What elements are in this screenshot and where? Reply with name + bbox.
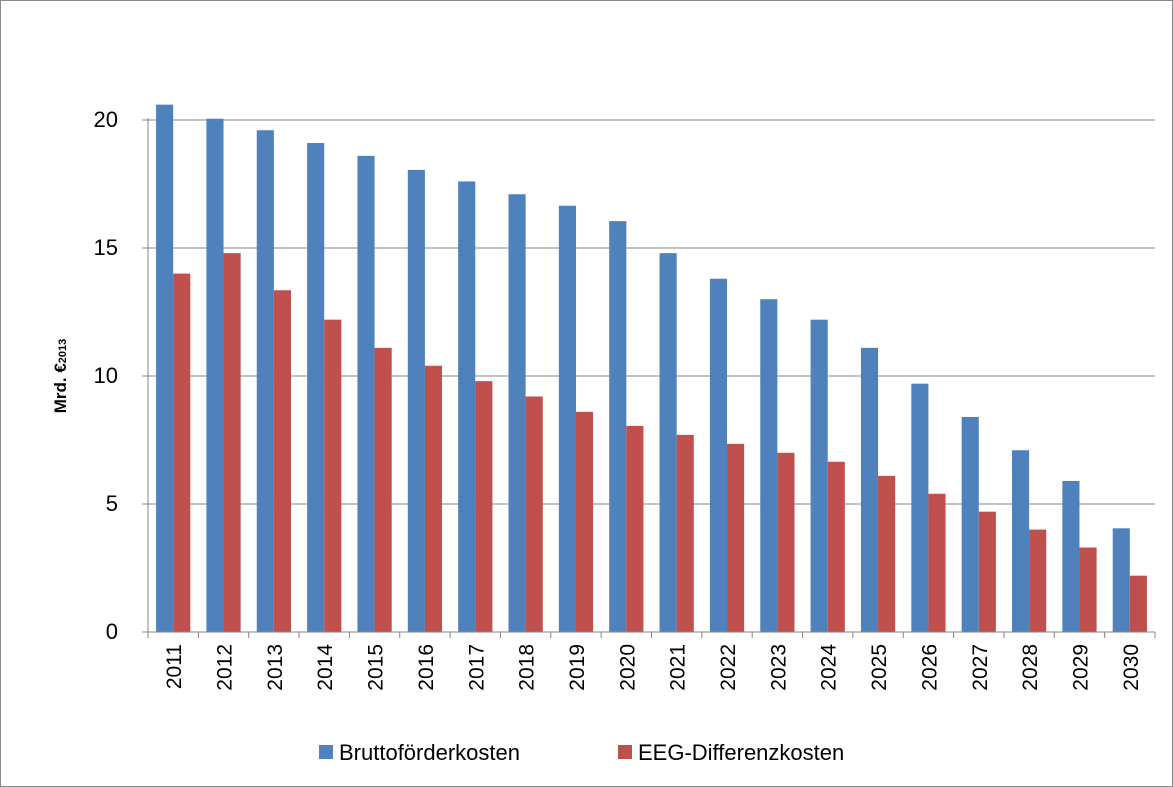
x-tick-label: 2012 — [214, 644, 237, 691]
x-tick-label: 2011 — [163, 644, 186, 689]
bar — [1062, 480, 1080, 632]
y-label-subscript: 2013 — [57, 339, 69, 363]
y-tick-label: 20 — [94, 107, 118, 132]
bar — [1112, 528, 1130, 632]
y-tick-label: 15 — [94, 235, 118, 260]
y-tick-label: 10 — [94, 363, 118, 388]
bar — [357, 155, 375, 632]
bar — [727, 443, 745, 632]
bar — [810, 319, 828, 632]
x-tick-label: 2021 — [667, 644, 690, 691]
bar — [878, 475, 896, 632]
bar — [961, 416, 979, 632]
x-tick-label: 2019 — [566, 644, 589, 691]
bar — [928, 493, 946, 632]
bar — [508, 194, 526, 633]
bar — [860, 347, 879, 632]
x-tick-label: 2017 — [465, 644, 488, 691]
bar — [1029, 529, 1047, 632]
bar — [156, 104, 174, 632]
bar — [206, 118, 224, 633]
x-tick-label: 2024 — [818, 644, 841, 691]
bar — [424, 365, 443, 632]
x-tick-label: 2018 — [516, 644, 539, 691]
bar — [777, 452, 795, 632]
bar — [676, 434, 694, 632]
bar — [458, 181, 476, 632]
x-tick-label: 2014 — [314, 644, 337, 691]
bar — [659, 253, 677, 632]
bar — [173, 273, 191, 632]
legend-label: EEG-Differenzkosten — [638, 740, 844, 765]
x-tick-label: 2025 — [868, 644, 891, 691]
bar — [760, 299, 778, 632]
bar — [1129, 575, 1147, 632]
bar — [626, 425, 644, 632]
x-tick-label: 2020 — [616, 644, 639, 691]
y-axis-label: Mrd. €2013 — [51, 339, 70, 414]
bar — [256, 130, 274, 633]
y-tick-label: 0 — [106, 619, 118, 644]
x-tick-label: 2015 — [365, 644, 388, 691]
x-tick-label: 2026 — [918, 644, 941, 691]
y-tick-label: 5 — [106, 491, 118, 516]
x-tick-label: 2028 — [1019, 644, 1042, 691]
legend-label: Bruttoförderkosten — [339, 740, 520, 765]
bar — [609, 221, 627, 632]
x-tick-label: 2023 — [767, 644, 790, 691]
bar — [525, 396, 543, 632]
x-tick-label: 2029 — [1069, 644, 1092, 691]
bar — [709, 278, 728, 632]
bar — [978, 511, 996, 632]
legend-swatch — [319, 745, 333, 759]
bar — [223, 253, 241, 632]
bar — [273, 290, 291, 632]
x-tick-label: 2030 — [1120, 644, 1143, 691]
x-tick-label: 2013 — [264, 644, 287, 691]
bar — [407, 169, 425, 633]
bar — [307, 143, 325, 633]
bar — [1012, 450, 1030, 632]
x-tick-label: 2022 — [717, 644, 740, 691]
bar — [475, 381, 493, 632]
bar — [911, 383, 929, 632]
legend-swatch — [618, 745, 632, 759]
bar — [1079, 547, 1097, 632]
bar — [558, 205, 576, 632]
bar — [374, 347, 392, 632]
x-tick-label: 2027 — [969, 644, 992, 691]
bar — [827, 461, 845, 632]
y-label-main: Mrd. € — [51, 363, 70, 414]
bar — [575, 411, 594, 632]
x-tick-label: 2016 — [415, 644, 438, 691]
bar — [324, 319, 342, 632]
